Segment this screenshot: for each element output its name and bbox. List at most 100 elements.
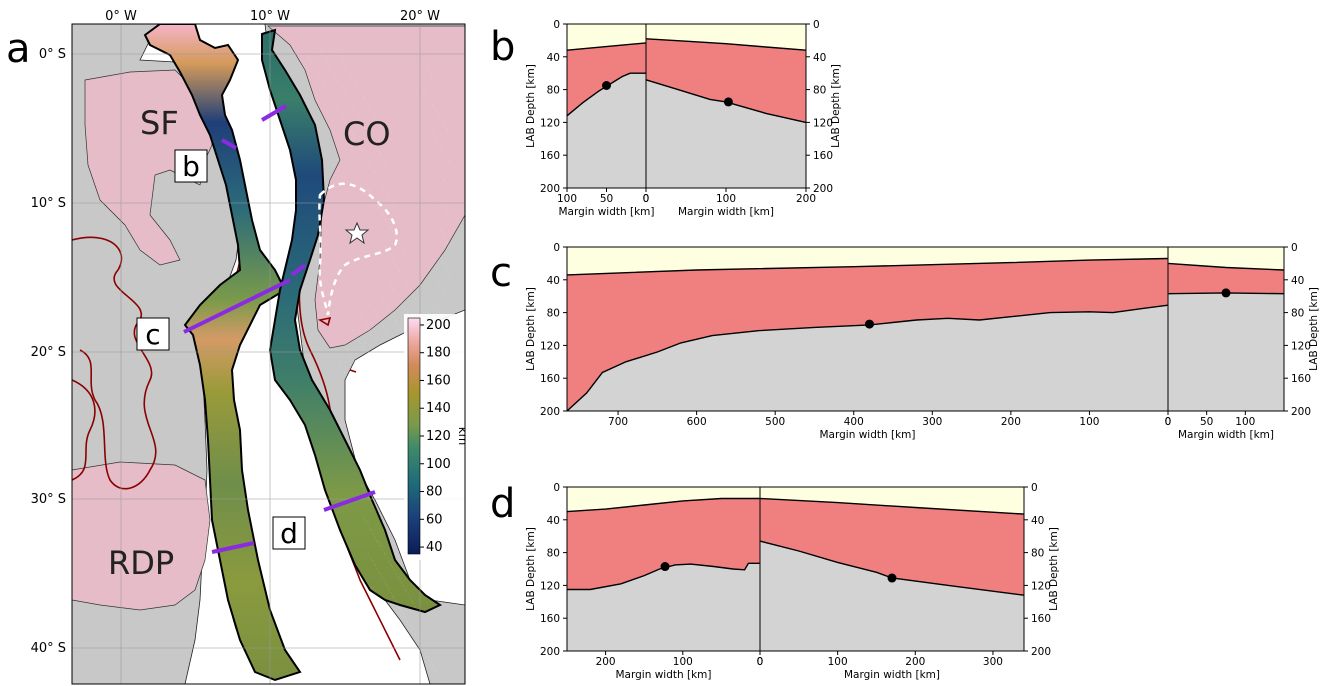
section-label-b: b xyxy=(174,149,208,183)
svg-text:c: c xyxy=(145,318,160,351)
y-tick-label: 160 xyxy=(813,150,833,162)
surface-line xyxy=(566,42,647,51)
x-tick-label: 0 xyxy=(757,656,764,668)
y-tick-label: 120 xyxy=(813,117,833,129)
y-tick-label: 160 xyxy=(1291,373,1311,385)
region-label-co: CO xyxy=(343,115,391,153)
y-tick-label: 120 xyxy=(1031,580,1051,592)
x-tick-label: 300 xyxy=(922,416,942,428)
lithosphere-area xyxy=(567,498,760,590)
lab-marker xyxy=(602,81,611,90)
profile-line-d-west xyxy=(211,541,255,554)
y-tick-label: 0 xyxy=(1031,482,1038,494)
x-tick-label: 200 xyxy=(796,193,816,205)
lab-marker xyxy=(887,573,897,583)
y-tick-label: 80 xyxy=(1291,308,1304,320)
x-tick-label: 500 xyxy=(765,416,785,428)
y-tick-label: 160 xyxy=(540,373,560,385)
colorbar-tick-label: 100 xyxy=(426,457,451,472)
y-axis-label: LAB Depth [km] xyxy=(525,527,537,611)
y-tick-label: 160 xyxy=(540,613,560,625)
colorbar-label: km xyxy=(456,427,470,446)
y-tick-label: 200 xyxy=(540,406,560,418)
y-tick-label: 0 xyxy=(553,19,560,31)
y-axis-label: LAB Depth [km] xyxy=(1048,527,1060,611)
x-tick-label: 400 xyxy=(844,416,864,428)
y-tick-label: 40 xyxy=(1031,515,1044,527)
y-tick-label: 0 xyxy=(553,482,560,494)
y-tick-label: 0 xyxy=(553,242,560,254)
lon-tick-10: 10° W xyxy=(250,9,290,24)
lab-marker xyxy=(660,562,670,572)
surface-line xyxy=(566,497,760,513)
colorbar: 40 60 80 100 120 140 160 180 200 km xyxy=(404,314,470,560)
x-tick-label: 200 xyxy=(1001,416,1021,428)
x-tick-label: 100 xyxy=(673,656,693,668)
lithosphere-area xyxy=(567,258,1168,411)
x-tick-label: 100 xyxy=(557,193,577,205)
y-tick-label: 40 xyxy=(547,275,560,287)
profile-lines xyxy=(183,104,376,554)
basin-outline xyxy=(318,182,399,316)
colorbar-gradient xyxy=(407,317,421,555)
y-tick-label: 200 xyxy=(813,183,833,195)
surface-line xyxy=(645,38,807,51)
colorbar-tick-label: 80 xyxy=(426,485,443,500)
y-tick-label: 160 xyxy=(540,150,560,162)
upper-layer-area xyxy=(646,24,806,51)
x-tick-label: 50 xyxy=(1200,416,1213,428)
lab-line xyxy=(645,79,807,124)
y-tick-label: 160 xyxy=(1031,613,1051,625)
panel-letter-d: d xyxy=(490,481,515,527)
y-tick-label: 0 xyxy=(1291,242,1298,254)
profile-line-d-east xyxy=(323,490,376,512)
y-tick-label: 120 xyxy=(540,340,560,352)
x-tick-label: 100 xyxy=(1235,416,1255,428)
y-tick-label: 120 xyxy=(540,580,560,592)
y-tick-label: 120 xyxy=(540,117,560,129)
y-tick-label: 0 xyxy=(813,19,820,31)
x-tick-label: 100 xyxy=(1079,416,1099,428)
x-tick-label: 200 xyxy=(905,656,925,668)
y-tick-label: 80 xyxy=(547,548,560,560)
x-axis-label: Margin width [km] xyxy=(616,669,712,681)
lat-tick-30: 30° S xyxy=(31,492,66,507)
section-label-c: c xyxy=(136,317,170,351)
y-tick-label: 80 xyxy=(547,85,560,97)
region-label-sf: SF xyxy=(140,104,179,142)
x-tick-label: 0 xyxy=(643,193,650,205)
upper-layer-area xyxy=(760,487,1024,515)
surface-line xyxy=(759,497,1025,515)
panel-letter-c: c xyxy=(490,250,512,296)
x-tick-label: 200 xyxy=(596,656,616,668)
rdp-craton xyxy=(72,461,211,611)
upper-layer-area xyxy=(1168,247,1284,270)
y-axis-label: LAB Depth [km] xyxy=(830,64,842,148)
profile-line-b-east xyxy=(260,104,288,122)
x-tick-label: 0 xyxy=(643,193,650,205)
east-margin-strip xyxy=(261,28,443,614)
chart-d: 200 100 0 Margin width [km] 0 40 80 120 160 200 LA… xyxy=(525,482,1060,681)
svg-text:d: d xyxy=(280,517,298,550)
y-tick-label: 40 xyxy=(813,52,826,64)
lithosphere-area xyxy=(567,42,646,116)
lithosphere-area xyxy=(760,498,1024,596)
lab-line xyxy=(567,562,760,591)
x-axis-label: Margin width [km] xyxy=(820,429,916,441)
lat-tick-0: 0° S xyxy=(39,47,66,62)
colorbar-ticks: 40 60 80 100 120 140 160 180 200 xyxy=(420,318,451,555)
colorbar-tick-label: 140 xyxy=(426,401,451,416)
y-tick-label: 200 xyxy=(1031,646,1051,658)
surface-line xyxy=(1167,262,1285,271)
lat-tick-40: 40° S xyxy=(31,641,66,656)
lithosphere-area xyxy=(1168,263,1284,294)
x-tick-label: 0 xyxy=(1165,416,1172,428)
y-tick-label: 40 xyxy=(547,515,560,527)
y-tick-label: 40 xyxy=(1291,275,1304,287)
map-panel: a xyxy=(6,9,470,685)
x-tick-label: 700 xyxy=(608,416,628,428)
panel-letter-a: a xyxy=(6,26,31,72)
colorbar-tick-label: 180 xyxy=(426,346,451,361)
x-tick-label: 100 xyxy=(716,193,736,205)
